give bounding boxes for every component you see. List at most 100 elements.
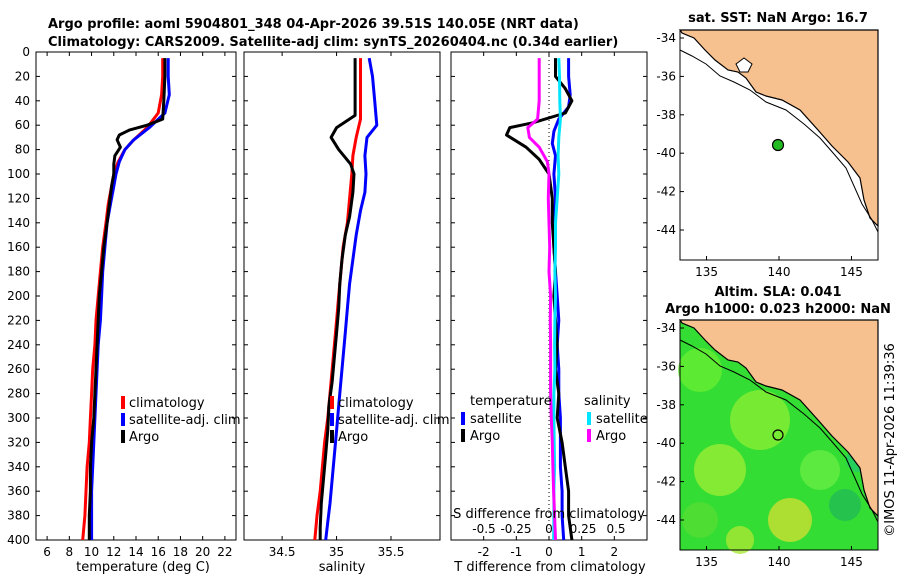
salinity-xlabel: salinity	[319, 560, 366, 575]
depth-tick-label: 140	[7, 216, 30, 230]
temperature-profile-frame	[35, 51, 237, 541]
salinity-profile-xtick-label: 35.5	[378, 545, 405, 559]
sla-anomaly-patch	[694, 444, 746, 496]
secondary-axis-tick-label: 0	[545, 522, 553, 536]
depth-tick-label: 260	[7, 362, 30, 376]
legend-swatch	[121, 413, 125, 426]
depth-tick-label: 360	[7, 484, 30, 498]
difference-xlabel: T difference from climatology	[453, 560, 646, 575]
sla-anomaly-patch	[726, 526, 754, 554]
legend-swatch	[461, 429, 465, 442]
temperature-profile-xtick-label: 18	[173, 545, 188, 559]
legend-swatch	[121, 430, 125, 443]
header-line-1: Argo profile: aoml 5904801_348 04-Apr-20…	[48, 17, 579, 32]
temperature-xlabel: temperature (deg C)	[76, 560, 210, 575]
depth-tick-label: 200	[7, 289, 30, 303]
sla-map-title-1: Altim. SLA: 0.041	[715, 285, 842, 300]
sst-map-argo-marker	[771, 138, 785, 152]
salinity-profile-series-satellite-adj-clim	[324, 57, 379, 541]
map-xtick-label: 140	[768, 555, 791, 569]
secondary-axis-tick-label: 0.25	[570, 522, 597, 536]
legend-label: Argo	[129, 430, 159, 445]
depth-tick-label: 40	[15, 94, 30, 108]
depth-tick-label: 0	[22, 45, 30, 59]
depth-tick-label: 100	[7, 167, 30, 181]
legend-label: Argo	[338, 430, 368, 445]
difference-profile-xtick-label: 2	[611, 545, 619, 559]
temperature-profile-xtick-label: 10	[84, 545, 99, 559]
depth-tick-label: 120	[7, 191, 30, 205]
depth-tick-label: 340	[7, 460, 30, 474]
map-ytick-label: -34	[656, 321, 676, 335]
temperature-profile-xtick-label: 14	[128, 545, 143, 559]
legend-label: satellite-adj. clim	[338, 413, 450, 428]
legend-swatch	[587, 412, 591, 425]
map-ytick-label: -42	[656, 475, 676, 489]
sla-anomaly-patch	[730, 390, 790, 450]
map-ytick-label: -38	[656, 398, 676, 412]
map-ytick-label: -44	[656, 513, 676, 527]
secondary-axis-tick-label: -0.25	[500, 522, 531, 536]
legend-swatch	[330, 413, 334, 426]
sst-map-gulf	[735, 57, 753, 73]
sla-map-title-2: Argo h1000: 0.023 h2000: NaN	[665, 302, 891, 317]
depth-tick-label: 300	[7, 411, 30, 425]
salinity-panel: 34.5 35 35.5 climatology satellite-adj. clim…	[243, 51, 450, 559]
map-ytick-label: -40	[656, 436, 676, 450]
sla-map-land-mainland	[678, 319, 879, 518]
map-ytick-label: -38	[656, 108, 676, 122]
map-ytick-label: -42	[656, 185, 676, 199]
difference-profile-xtick-label: 0	[545, 545, 553, 559]
sla-map-argo-marker	[772, 429, 784, 441]
map-ytick-label: -36	[656, 359, 676, 373]
map-xtick-label: 135	[695, 265, 718, 279]
salinity-profile-xtick-label: 34.5	[269, 545, 296, 559]
sla-anomaly-patch	[682, 502, 718, 538]
map-ytick-label: -34	[656, 31, 676, 45]
salinity-profile-xtick-label: 35	[329, 545, 344, 559]
salinity-profile-frame	[243, 51, 441, 541]
temperature-profile-series-argo	[87, 58, 167, 540]
legend-swatch	[587, 429, 591, 442]
map-xtick-label: 145	[840, 555, 863, 569]
timestamp: ©IMOS 11-Apr-2026 11:39:36	[883, 343, 898, 537]
sst-map-shelf-contour	[679, 49, 879, 233]
header-line-2: Climatology: CARS2009. Satellite-adj cli…	[48, 35, 618, 50]
depth-tick-label: 20	[15, 69, 30, 83]
map-xtick-label: 135	[695, 555, 718, 569]
temperature-profile-xtick-label: 16	[151, 545, 166, 559]
map-xtick-label: 140	[768, 265, 791, 279]
temperature-profile-xtick-label: 20	[195, 545, 210, 559]
sst-map-land-mainland	[678, 29, 879, 228]
sla-anomaly-patch	[800, 450, 840, 490]
secondary-axis-label: S difference from climatology	[453, 507, 645, 522]
legend-swatch	[121, 396, 125, 409]
legend-label: Argo	[470, 429, 500, 444]
map-xtick-label: 145	[840, 265, 863, 279]
difference-profile-xtick-label: -1	[510, 545, 522, 559]
legend-swatch	[330, 396, 334, 409]
legend-label: satellite-adj. clim	[129, 413, 241, 428]
depth-tick-label: 220	[7, 313, 30, 327]
depth-tick-label: 280	[7, 387, 30, 401]
difference-profile-series-salinity-satellite	[552, 58, 562, 541]
depth-tick-label: 240	[7, 338, 30, 352]
sla-map-anomaly-field	[678, 348, 870, 554]
legend-temperature-title: temperature	[470, 394, 552, 409]
depth-tick-label: 60	[15, 118, 30, 132]
depth-tick-label: 160	[7, 240, 30, 254]
sla-map	[678, 319, 879, 554]
depth-tick-label: 320	[7, 435, 30, 449]
secondary-axis-tick-label: -0.5	[472, 522, 495, 536]
salinity-profile-series-argo	[318, 58, 357, 540]
sst-map	[678, 29, 879, 260]
temperature-profile-xtick-label: 22	[217, 545, 232, 559]
secondary-axis-tick-label: 0.5	[606, 522, 625, 536]
legend-label: Argo	[596, 429, 626, 444]
depth-tick-label: 80	[15, 143, 30, 157]
temperature-profile-xtick-label: 6	[43, 545, 51, 559]
sla-anomaly-patch	[678, 348, 722, 392]
difference-profile-series-salinity-argo	[526, 58, 557, 541]
sla-anomaly-patch	[829, 489, 861, 521]
